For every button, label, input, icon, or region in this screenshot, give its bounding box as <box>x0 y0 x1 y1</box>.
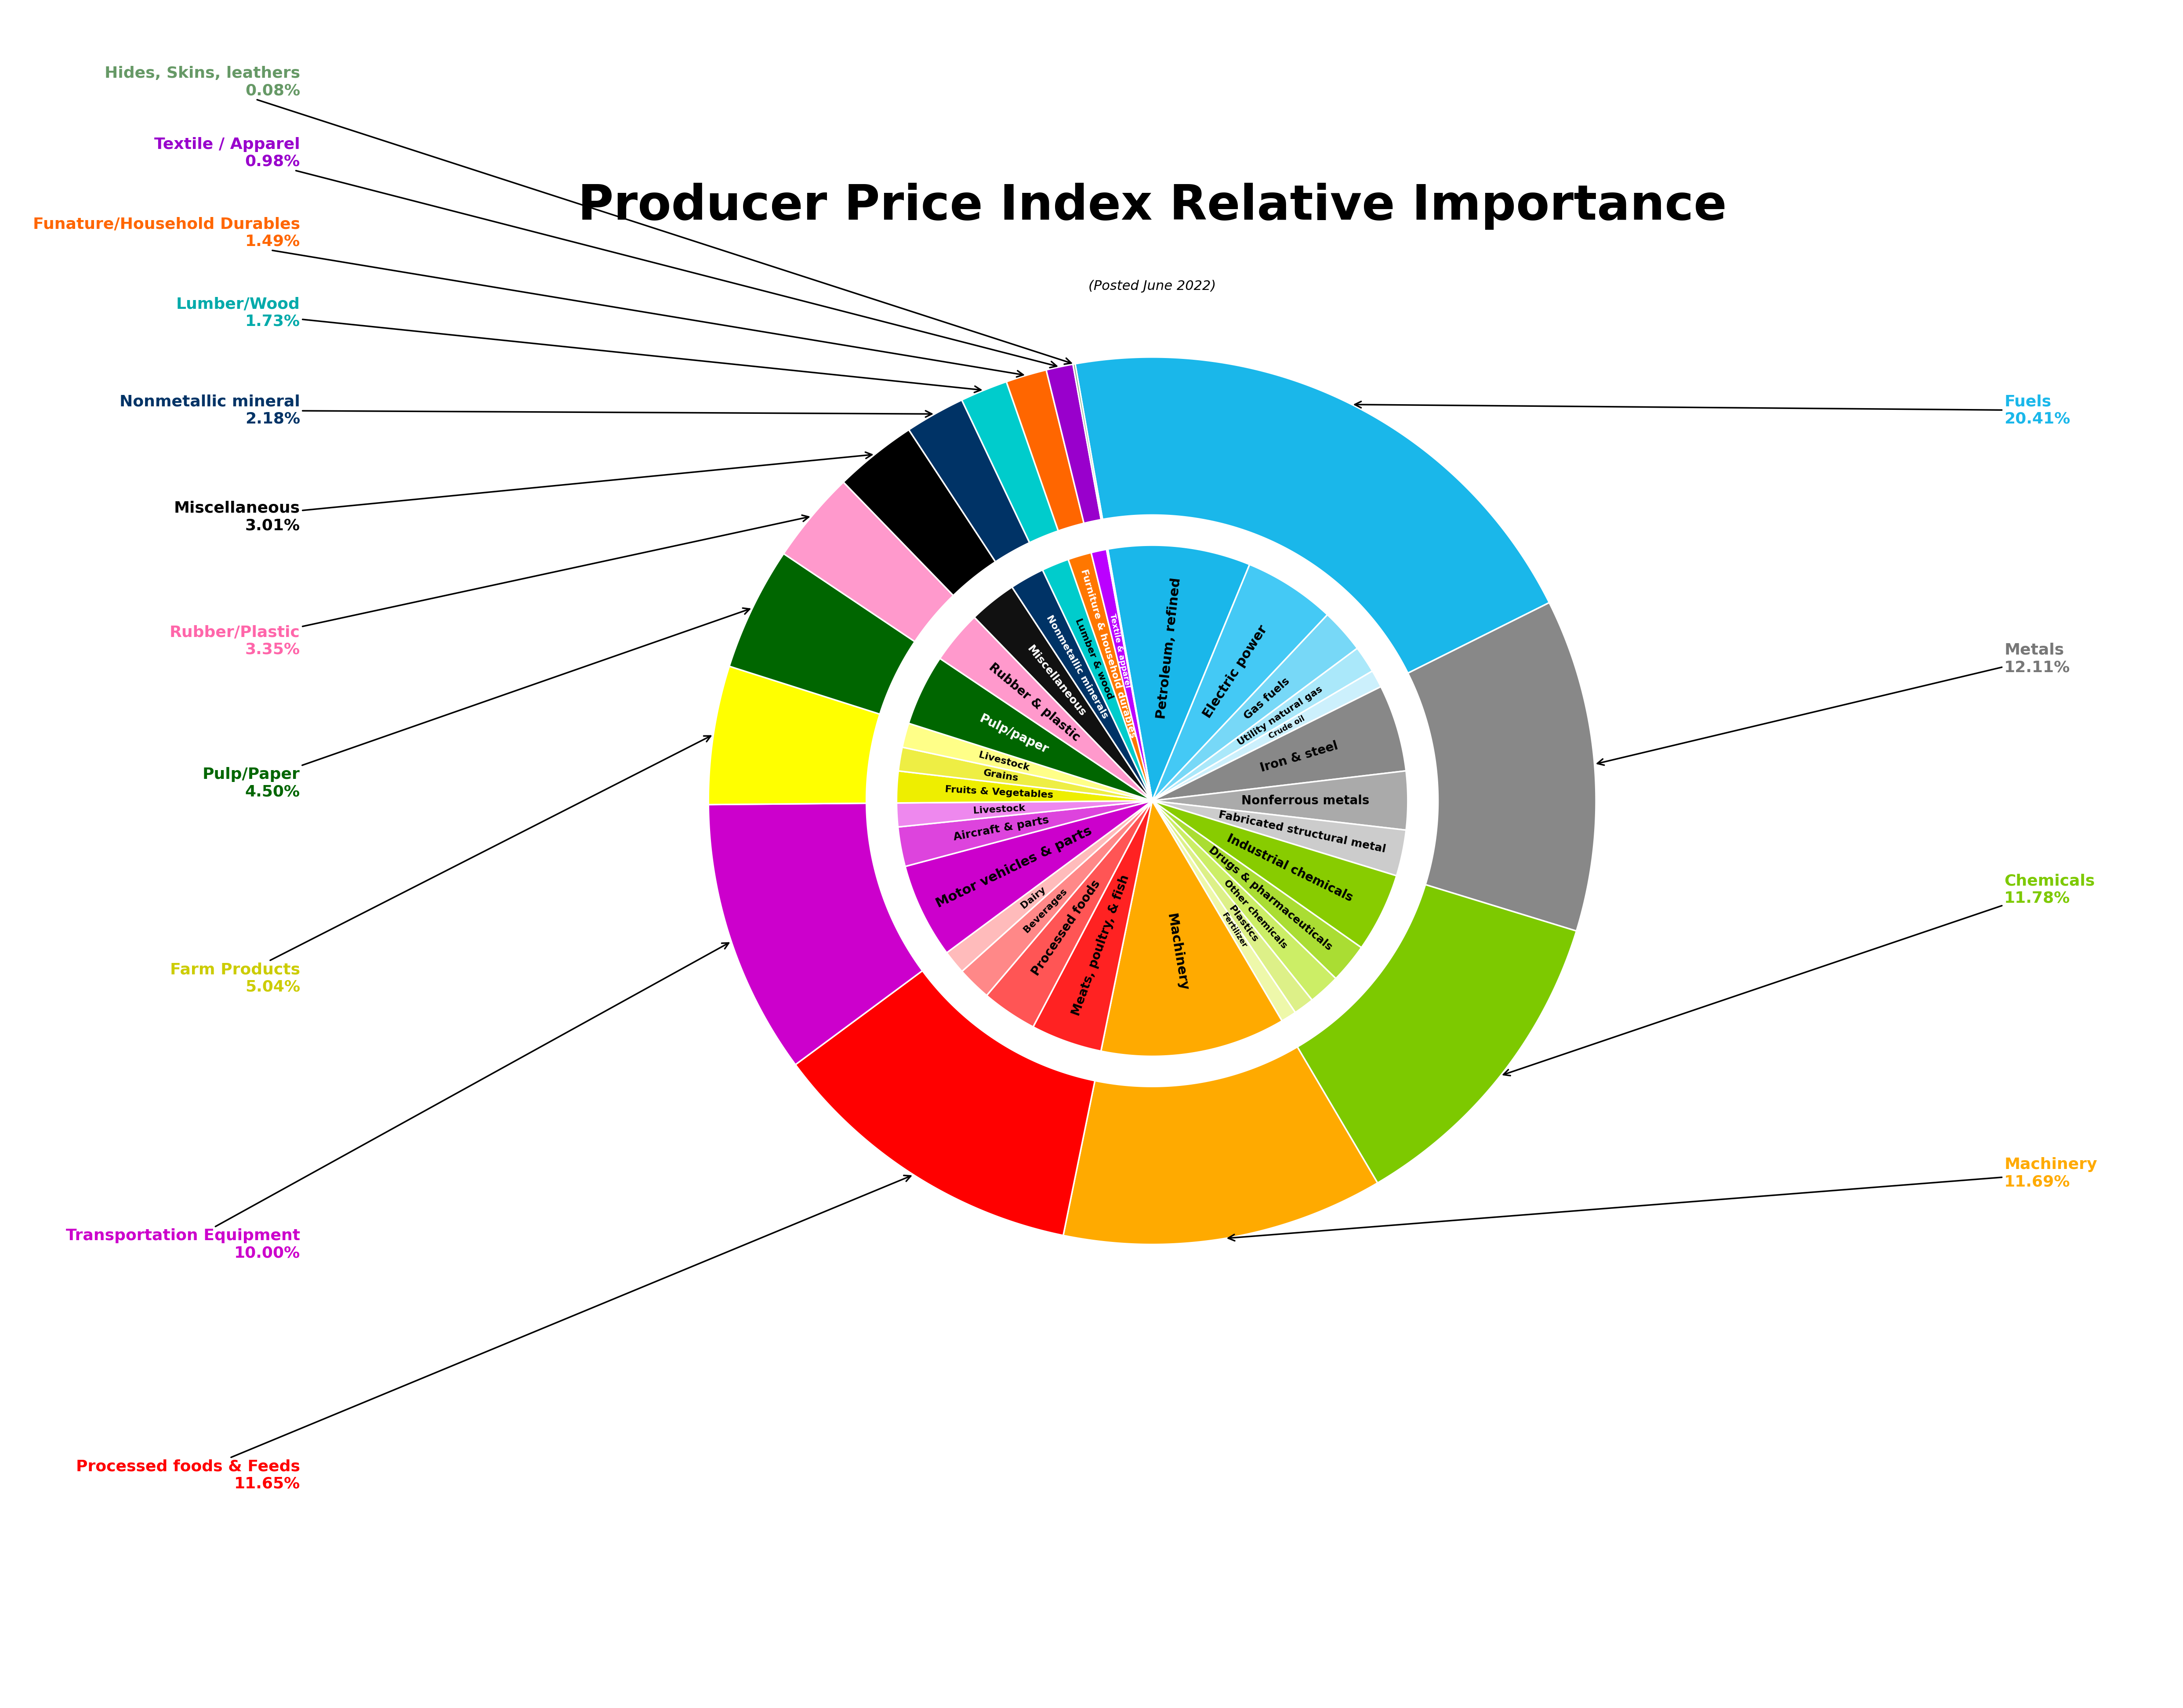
Text: Fabricated structural metal: Fabricated structural metal <box>1218 810 1386 854</box>
Polygon shape <box>908 658 1153 801</box>
Text: Producer Price Index Relative Importance: Producer Price Index Relative Importance <box>578 183 1727 231</box>
Text: Nonferrous metals: Nonferrous metals <box>1242 794 1369 806</box>
Polygon shape <box>1100 801 1281 1056</box>
Polygon shape <box>1153 801 1362 979</box>
Polygon shape <box>899 746 1153 801</box>
Text: Pulp/Paper
4.50%: Pulp/Paper 4.50% <box>203 608 749 799</box>
Polygon shape <box>1072 364 1102 519</box>
Text: Machinery
11.69%: Machinery 11.69% <box>1229 1158 2098 1240</box>
Text: Grains: Grains <box>982 769 1019 782</box>
Polygon shape <box>1063 1047 1377 1245</box>
Polygon shape <box>709 803 923 1064</box>
Text: Livestock: Livestock <box>978 750 1030 772</box>
Text: Lumber/Wood
1.73%: Lumber/Wood 1.73% <box>177 297 980 393</box>
Text: Petroleum, refined: Petroleum, refined <box>1155 577 1183 719</box>
Text: Beverages: Beverages <box>1022 886 1067 934</box>
Polygon shape <box>1153 801 1312 1013</box>
Polygon shape <box>902 722 1153 801</box>
Polygon shape <box>1153 801 1336 1001</box>
Text: Hides, Skins, leathers
0.08%: Hides, Skins, leathers 0.08% <box>105 67 1072 364</box>
Text: Fertilizer: Fertilizer <box>1220 912 1249 950</box>
Text: (Posted June 2022): (Posted June 2022) <box>1089 280 1216 292</box>
Text: Livestock: Livestock <box>974 803 1026 815</box>
Polygon shape <box>1153 564 1327 801</box>
Polygon shape <box>1092 550 1153 801</box>
Polygon shape <box>1153 687 1406 801</box>
Polygon shape <box>947 801 1153 972</box>
Text: Processed foods: Processed foods <box>1030 878 1102 979</box>
Polygon shape <box>1107 545 1249 801</box>
Text: Electric power: Electric power <box>1201 623 1271 721</box>
Text: Nonmetallic mineral
2.18%: Nonmetallic mineral 2.18% <box>120 395 932 427</box>
Polygon shape <box>963 381 1059 543</box>
Polygon shape <box>963 801 1153 996</box>
Text: Other chemicals: Other chemicals <box>1222 878 1288 950</box>
Text: Nonmetallic minerals: Nonmetallic minerals <box>1043 613 1109 721</box>
Polygon shape <box>843 430 995 596</box>
Polygon shape <box>1153 801 1406 876</box>
Text: Utility natural gas: Utility natural gas <box>1236 685 1325 746</box>
Text: Fruits & Vegetables: Fruits & Vegetables <box>945 786 1054 799</box>
Text: Miscellaneous: Miscellaneous <box>1024 644 1087 719</box>
Text: Metals
12.11%: Metals 12.11% <box>1598 642 2069 765</box>
Polygon shape <box>941 617 1153 801</box>
Polygon shape <box>729 553 915 714</box>
Polygon shape <box>1153 615 1358 801</box>
Text: Pulp/paper: Pulp/paper <box>978 712 1050 757</box>
Text: Fuels
20.41%: Fuels 20.41% <box>1356 395 2069 427</box>
Text: Crude oil: Crude oil <box>1268 714 1305 741</box>
Text: Processed foods & Feeds
11.65%: Processed foods & Feeds 11.65% <box>76 1175 910 1491</box>
Polygon shape <box>974 588 1153 801</box>
Polygon shape <box>1408 603 1596 931</box>
Text: Industrial chemicals: Industrial chemicals <box>1225 832 1356 904</box>
Text: Aircraft & parts: Aircraft & parts <box>952 815 1050 842</box>
Polygon shape <box>1067 553 1153 801</box>
Polygon shape <box>1043 560 1153 801</box>
Polygon shape <box>897 801 1153 827</box>
Text: Farm Products
5.04%: Farm Products 5.04% <box>170 736 712 994</box>
Text: Motor vehicles & parts: Motor vehicles & parts <box>934 825 1094 910</box>
Polygon shape <box>1033 801 1153 1050</box>
Polygon shape <box>1006 371 1085 531</box>
Polygon shape <box>709 666 880 804</box>
Polygon shape <box>1153 801 1397 948</box>
Text: Plastics: Plastics <box>1227 905 1260 945</box>
Text: Funature/Household Durables
1.49%: Funature/Household Durables 1.49% <box>33 217 1024 377</box>
Text: Chemicals
11.78%: Chemicals 11.78% <box>1504 873 2096 1076</box>
Polygon shape <box>1107 548 1153 801</box>
Text: Machinery: Machinery <box>1166 912 1190 992</box>
Polygon shape <box>897 770 1153 803</box>
Text: Textile / Apparel
0.98%: Textile / Apparel 0.98% <box>155 137 1057 367</box>
Polygon shape <box>784 482 954 642</box>
Polygon shape <box>1046 364 1100 523</box>
Text: Drugs & pharmaceuticals: Drugs & pharmaceuticals <box>1207 844 1334 953</box>
Polygon shape <box>1153 649 1373 801</box>
Polygon shape <box>1297 885 1576 1184</box>
Text: Gas fuels: Gas fuels <box>1242 676 1292 722</box>
Text: Textile & apparel: Textile & apparel <box>1109 613 1133 688</box>
Text: Dairy: Dairy <box>1019 885 1048 910</box>
Polygon shape <box>1013 570 1153 801</box>
Polygon shape <box>906 801 1153 953</box>
Polygon shape <box>987 801 1153 1027</box>
Text: Meats, poultry, & fish: Meats, poultry, & fish <box>1070 873 1131 1018</box>
Text: Rubber/Plastic
3.35%: Rubber/Plastic 3.35% <box>170 516 808 658</box>
Text: Furniture & household durables: Furniture & household durables <box>1078 569 1137 740</box>
Text: Lumber & wood: Lumber & wood <box>1074 617 1116 700</box>
Text: Rubber & plastic: Rubber & plastic <box>987 661 1083 745</box>
Polygon shape <box>897 801 1153 866</box>
Polygon shape <box>795 970 1096 1235</box>
Polygon shape <box>1074 357 1550 673</box>
Polygon shape <box>1153 671 1382 801</box>
Text: Transportation Equipment
10.00%: Transportation Equipment 10.00% <box>65 943 729 1261</box>
Polygon shape <box>908 400 1030 562</box>
Polygon shape <box>1153 770 1408 830</box>
Text: Miscellaneous
3.01%: Miscellaneous 3.01% <box>175 453 871 533</box>
Polygon shape <box>1153 801 1295 1021</box>
Text: Iron & steel: Iron & steel <box>1260 740 1340 774</box>
